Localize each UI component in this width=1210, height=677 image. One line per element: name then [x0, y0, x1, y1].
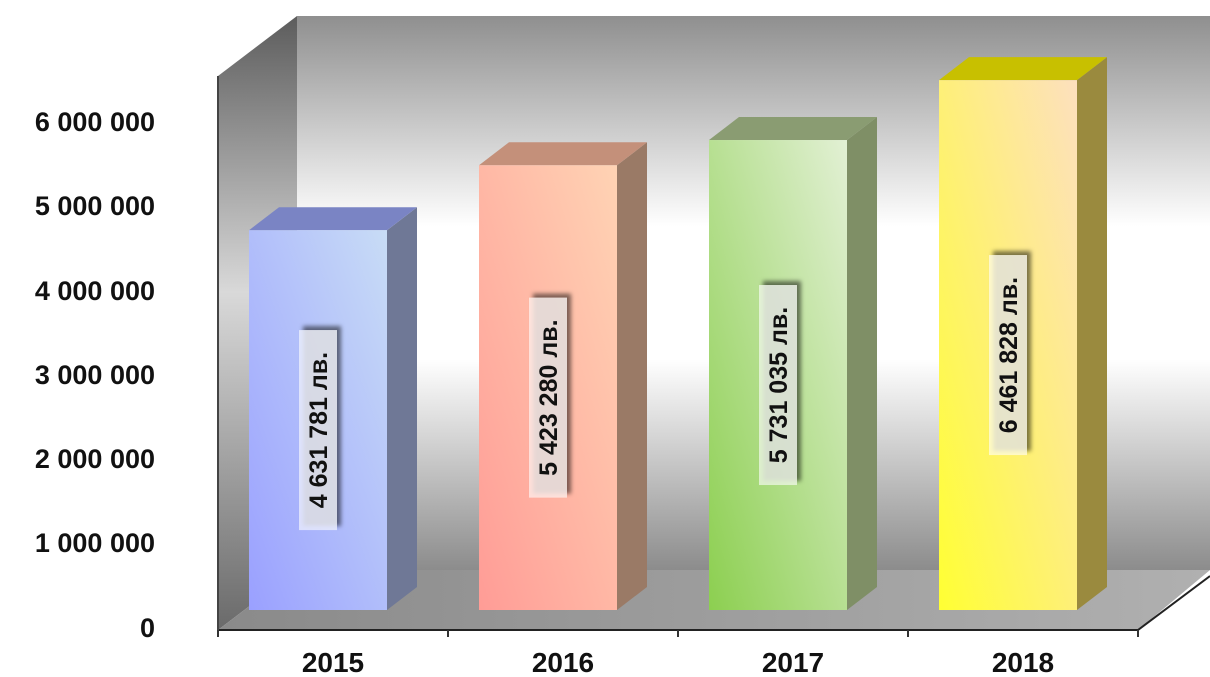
bar-top [249, 207, 417, 231]
bars: 4 631 781 лв. 5 423 280 лв. 5 731 035 лв. 6… [249, 57, 1107, 611]
x-axis: 2015 2016 2017 2018 [217, 630, 1139, 677]
data-label-text: 4 631 781 лв. [305, 352, 333, 508]
bar-top [709, 117, 877, 141]
x-category-label: 2017 [762, 647, 824, 677]
bar-side [617, 142, 647, 610]
bar-side [387, 207, 417, 610]
bar: 5 423 280 лв. [479, 142, 647, 610]
data-label: 4 631 781 лв. [299, 330, 337, 531]
data-label-text: 6 461 828 лв. [995, 277, 1023, 433]
data-label-box [989, 255, 1027, 456]
bar: 6 461 828 лв. [939, 57, 1107, 610]
y-tick-label: 1 000 000 [35, 528, 155, 558]
y-tick-label: 2 000 000 [35, 444, 155, 474]
y-tick-label: 3 000 000 [35, 360, 155, 390]
bar-top [479, 142, 647, 166]
y-tick-label: 5 000 000 [35, 191, 155, 221]
bar-side [847, 117, 877, 611]
bar: 5 731 035 лв. [709, 117, 877, 611]
y-tick-label: 6 000 000 [35, 107, 155, 137]
x-category-label: 2016 [532, 647, 594, 677]
bar-top [939, 57, 1107, 81]
y-tick-label: 4 000 000 [35, 276, 155, 306]
data-label-box [529, 297, 567, 498]
y-axis: 0 1 000 000 2 000 000 3 000 000 4 000 000 5 0… [35, 107, 155, 643]
data-label-box [759, 285, 797, 486]
data-label-box [299, 330, 337, 531]
data-label: 6 461 828 лв. [989, 255, 1027, 456]
data-label: 5 423 280 лв. [529, 297, 567, 498]
x-category-label: 2018 [992, 647, 1054, 677]
data-label-text: 5 731 035 лв. [765, 307, 793, 463]
bar-side [1077, 57, 1107, 610]
bar: 4 631 781 лв. [249, 207, 417, 610]
x-category-label: 2015 [302, 647, 364, 677]
data-label-text: 5 423 280 лв. [535, 319, 563, 475]
y-tick-label: 0 [140, 613, 155, 643]
data-label: 5 731 035 лв. [759, 285, 797, 486]
